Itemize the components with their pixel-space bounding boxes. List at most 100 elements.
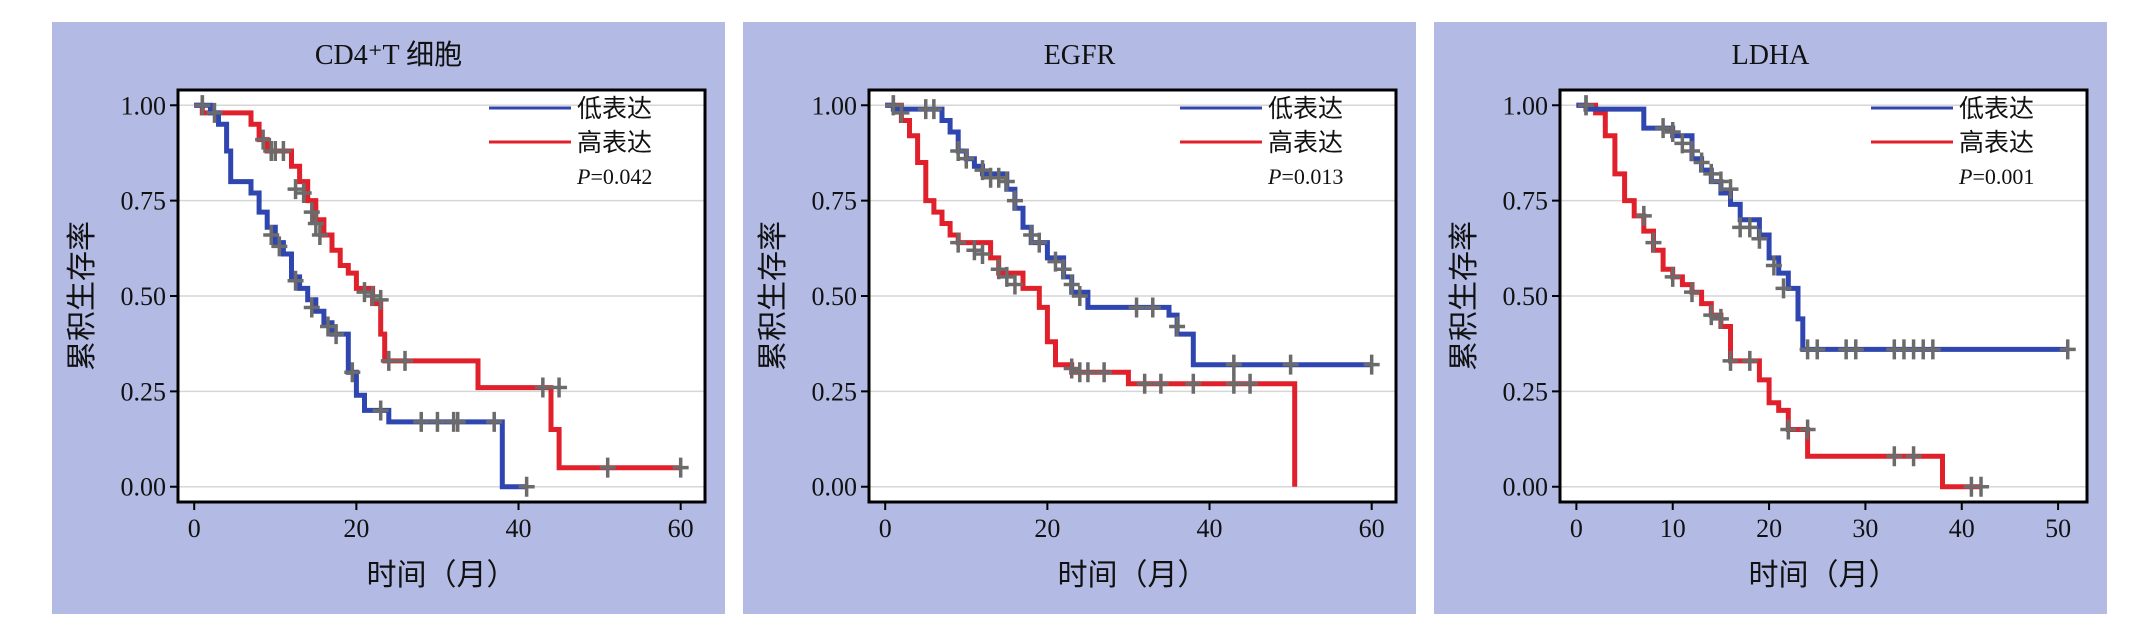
censor-mark <box>307 213 324 234</box>
y-tick-label: 1.00 <box>121 91 167 120</box>
censor-mark <box>1136 373 1153 394</box>
censor-mark <box>1006 274 1023 295</box>
censor-mark <box>429 411 446 432</box>
censor-mark <box>311 224 328 245</box>
p-value-symbol: P <box>1267 164 1281 189</box>
x-tick-label: 10 <box>1660 514 1686 543</box>
legend-label-high: 高表达 <box>1268 129 1343 157</box>
p-value-number: =0.042 <box>590 164 652 189</box>
censor-mark <box>518 476 535 497</box>
censor-mark <box>1645 232 1662 253</box>
censor-mark <box>990 167 1007 188</box>
censor-mark <box>1096 362 1113 383</box>
censor-mark <box>303 202 320 223</box>
censor-mark <box>287 270 304 291</box>
censor-mark <box>1128 297 1145 318</box>
legend-label-high: 高表达 <box>577 129 652 157</box>
y-tick-label: 0.50 <box>812 282 858 311</box>
censor-mark <box>1635 205 1652 226</box>
censor-mark <box>551 377 568 398</box>
y-tick-label: 0.75 <box>1503 187 1549 216</box>
censor-mark <box>194 95 211 116</box>
censor-mark <box>974 160 991 181</box>
x-tick-label: 0 <box>1570 514 1583 543</box>
x-tick-label: 20 <box>1756 514 1782 543</box>
censor-mark <box>990 259 1007 280</box>
x-tick-label: 20 <box>343 514 369 543</box>
y-tick-label: 0.50 <box>121 282 167 311</box>
x-tick-label: 0 <box>188 514 201 543</box>
x-tick-label: 60 <box>1359 514 1385 543</box>
censor-mark <box>1031 232 1048 253</box>
x-axis-label: 时间（月） <box>1749 559 1899 592</box>
censor-mark <box>534 377 551 398</box>
low-expression-curve <box>194 102 527 490</box>
panel-cd4-t-cells: CD4⁺T 细胞 0.00 0.25 0.50 0.75 1.00 0 20 40 60 时间（月）… <box>52 22 725 614</box>
censor-mark <box>1063 358 1080 379</box>
censor-mark <box>271 236 288 257</box>
censor-mark <box>1847 339 1864 360</box>
y-tick-label: 0.00 <box>1503 473 1549 502</box>
p-value-annotation: P=0.001 <box>1958 164 2034 189</box>
censor-mark <box>1047 251 1064 272</box>
censor-mark <box>1185 373 1202 394</box>
panel-egfr: EGFR 0.00 0.25 0.50 0.75 1.00 0 20 40 60 时间（月） 累积生存… <box>743 22 1416 614</box>
censor-mark <box>1712 308 1729 329</box>
panel-ldha: LDHA 0.00 0.25 0.50 0.75 1.00 0 10 20 30 40 50 时间（月）… <box>1434 22 2107 614</box>
censor-mark <box>958 148 975 169</box>
censor-mark <box>1063 274 1080 295</box>
y-tick-label: 1.00 <box>1503 91 1549 120</box>
censor-mark <box>1282 354 1299 375</box>
censor-mark <box>1765 255 1782 276</box>
censor-mark <box>1809 339 1826 360</box>
censor-mark <box>1683 141 1700 162</box>
chart-title: LDHA <box>1732 40 1811 71</box>
y-tick-label: 0.25 <box>812 377 858 406</box>
censor-mark <box>206 102 223 123</box>
censor-mark <box>2059 339 2076 360</box>
censor-mark <box>925 99 942 120</box>
censor-mark <box>1169 316 1186 337</box>
legend-label-low: 低表达 <box>1268 95 1343 123</box>
censor-mark <box>1741 217 1758 238</box>
censor-mark <box>1023 224 1040 245</box>
y-axis-label: 累积生存率 <box>757 221 790 371</box>
censor-mark <box>998 171 1015 192</box>
censor-mark <box>1225 373 1242 394</box>
censor-mark <box>885 95 902 116</box>
censor-mark <box>1886 446 1903 467</box>
censor-mark <box>372 400 389 421</box>
y-tick-label: 1.00 <box>812 91 858 120</box>
censor-mark <box>1242 373 1259 394</box>
y-tick-label: 0.75 <box>121 187 167 216</box>
censor-mark <box>1751 228 1768 249</box>
censor-mark <box>599 457 616 478</box>
x-tick-label: 30 <box>1852 514 1878 543</box>
censor-mark <box>255 129 272 150</box>
censor-mark <box>1055 259 1072 280</box>
y-tick-label: 0.25 <box>1503 377 1549 406</box>
censor-mark <box>1775 278 1792 299</box>
censor-mark <box>1905 446 1922 467</box>
plot-frame <box>867 88 1398 504</box>
censor-mark <box>1079 362 1096 383</box>
censor-mark <box>364 286 381 306</box>
censor-mark <box>1006 190 1023 211</box>
x-tick-label: 40 <box>506 514 532 543</box>
censor-mark <box>1693 152 1710 173</box>
x-axis-label: 时间（月） <box>367 559 517 592</box>
plot-frame <box>1558 88 2089 504</box>
censor-mark <box>275 141 292 162</box>
censor-mark <box>356 282 373 303</box>
censor-mark <box>998 266 1015 287</box>
censor-mark <box>1924 339 1941 360</box>
censor-mark <box>1973 476 1990 497</box>
y-axis-label: 累积生存率 <box>66 221 99 371</box>
censor-mark <box>413 411 430 432</box>
censor-mark <box>449 411 466 432</box>
km-plot-svg: EGFR 0.00 0.25 0.50 0.75 1.00 0 20 40 60 时间（月） 累积生存… <box>757 40 1398 592</box>
chart-title: CD4⁺T 细胞 <box>315 39 462 71</box>
x-axis-label: 时间（月） <box>1058 559 1208 592</box>
censor-mark <box>1722 179 1739 200</box>
censor-mark <box>1703 305 1720 326</box>
